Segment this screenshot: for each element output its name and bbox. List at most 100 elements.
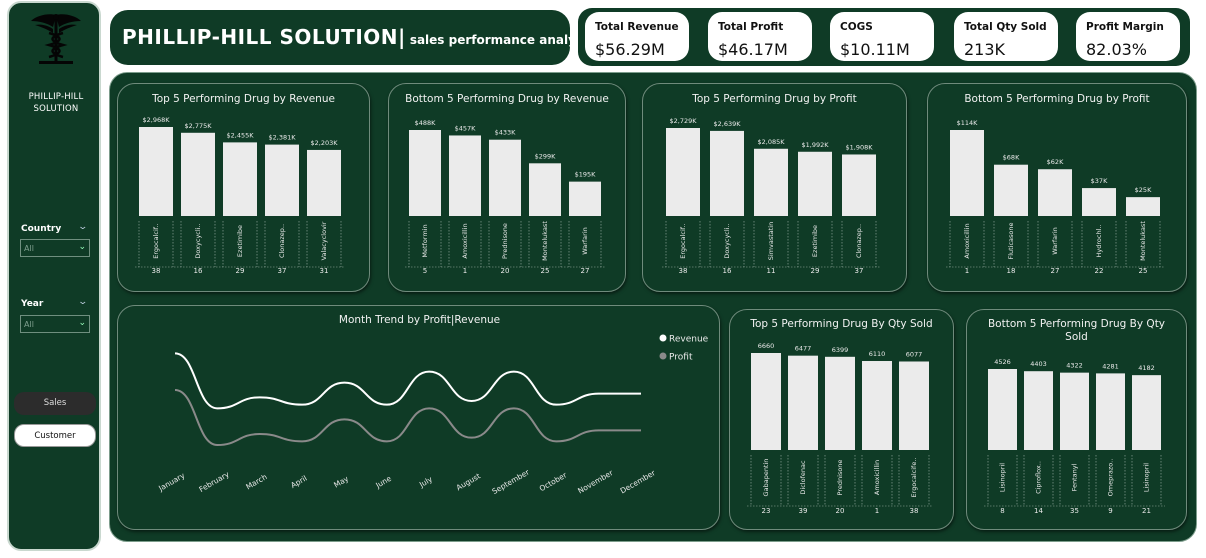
sales-nav-button[interactable]: Sales: [14, 392, 96, 415]
customer-nav-button[interactable]: Customer: [14, 424, 96, 447]
chart-top-qty[interactable]: Top 5 Performing Drug By Qty Sold 6660 Ga…: [729, 309, 954, 530]
kpi-label: Total Profit: [718, 21, 784, 33]
x-tick-label: Warfarin: [581, 227, 589, 255]
year-filter-value: All: [24, 320, 34, 329]
legend-label: Profit: [669, 353, 693, 363]
x-tick-label: Doxycycli..: [194, 223, 202, 258]
x-tick-label: Diclofenac: [799, 460, 807, 495]
bar: [825, 356, 855, 450]
bar: [265, 144, 299, 216]
brand-line-1: PHILLIP-HILL: [28, 92, 84, 102]
line-chart-svg: Revenue Profit January February March April Ma…: [156, 334, 709, 496]
x-tick-code: 20: [836, 507, 845, 515]
x-tick-label: Metformin: [421, 224, 429, 257]
kpi-card-cogs: COGS $10.11M: [830, 12, 934, 61]
data-label: 4322: [1066, 362, 1083, 370]
data-label: 6477: [795, 345, 812, 353]
data-label: $2,639K: [713, 120, 741, 128]
country-filter-select[interactable]: All ⌄: [20, 239, 90, 257]
x-tick-label: March: [244, 472, 269, 491]
bar: [899, 361, 929, 450]
bar: [139, 127, 173, 216]
chart-svg: $2,968K Ergocalcif.. 38 $2,775K Doxycycli.. 1…: [135, 116, 345, 275]
chart-svg: 6660 Gabapentin 23 6477 Diclofenac 39 6399 Pred…: [747, 342, 933, 515]
kpi-card-total-qty-sold: Total Qty Sold 213K: [954, 12, 1058, 61]
data-label: $2,775K: [184, 122, 212, 130]
x-tick-code: 11: [767, 267, 776, 275]
x-tick-code: 21: [1142, 507, 1151, 515]
x-tick-label: Fentanyl: [1071, 463, 1079, 491]
data-label: $299K: [535, 152, 557, 160]
x-tick-label: December: [619, 468, 658, 496]
data-label: $2,729K: [669, 117, 697, 125]
data-label: $1,908K: [845, 143, 873, 151]
chart-svg: $114K Amoxicillin 1 $68K Fluticasone 18 $62K Wa…: [946, 119, 1164, 275]
bar: [1126, 197, 1160, 216]
brand-name: PHILLIP-HILL SOLUTION: [13, 91, 99, 115]
bar: [1132, 375, 1161, 450]
x-tick-label: Amoxicillin: [461, 223, 469, 258]
x-tick-code: 39: [799, 507, 808, 515]
year-filter-select[interactable]: All ⌄: [20, 315, 90, 333]
bar: [862, 361, 892, 450]
chart-bottom-revenue[interactable]: Bottom 5 Performing Drug by Revenue $488…: [388, 83, 626, 292]
kpi-value: 213K: [964, 40, 1006, 59]
kpi-value: $56.29M: [595, 40, 665, 59]
data-label: $2,203K: [310, 139, 338, 147]
x-tick-label: Ezetimibe: [811, 225, 819, 257]
chart-bottom-qty[interactable]: Bottom 5 Performing Drug By Qty Sold 452…: [966, 309, 1187, 530]
x-tick-label: Ezetimibe: [236, 225, 244, 257]
bar: [798, 151, 832, 216]
chart-bottom-profit[interactable]: Bottom 5 Performing Drug by Profit $114K…: [927, 83, 1187, 292]
bar: [666, 128, 700, 216]
header-banner: PHILLIP-HILL SOLUTION| sales performance …: [110, 10, 594, 65]
bar: [489, 139, 521, 216]
x-tick-label: Ergocalcif..: [152, 223, 160, 258]
bar: [223, 142, 257, 216]
data-label: 6399: [832, 346, 849, 354]
chart-svg: 4526 Lisinopril 8 4403 Ciproflox.. 14 4322 Fent…: [984, 358, 1165, 515]
bar: [449, 135, 481, 216]
chart-top-profit[interactable]: Top 5 Performing Drug by Profit $2,729K E…: [642, 83, 907, 292]
data-label: 6110: [869, 350, 886, 358]
x-tick-label: Clonazep..: [278, 224, 286, 258]
x-tick-code: 20: [501, 267, 510, 275]
country-filter-value: All: [24, 244, 34, 253]
data-label: 6660: [758, 342, 775, 350]
kpi-value: $46.17M: [718, 40, 788, 59]
chart-top-revenue[interactable]: Top 5 Performing Drug by Revenue $2,968K…: [117, 83, 370, 292]
chevron-down-icon[interactable]: ⌄: [77, 222, 89, 232]
x-tick-label: Simvastatin: [767, 222, 775, 261]
x-tick-label: Montelukast: [541, 221, 549, 261]
x-tick-label: Lisinopril: [999, 463, 1007, 492]
brand-line-2: SOLUTION: [33, 104, 79, 114]
x-tick-label: Doxycycli..: [723, 223, 731, 258]
data-label: 4403: [1030, 360, 1047, 368]
bar: [788, 355, 818, 450]
x-tick-label: Amoxicillin: [963, 223, 971, 258]
x-tick-code: 25: [541, 267, 550, 275]
chart-svg: $2,729K Ergocalcif.. 38 $2,639K Doxycycli.. 1…: [662, 117, 880, 275]
bar: [529, 163, 561, 216]
kpi-label: Total Qty Sold: [964, 21, 1047, 33]
x-tick-code: 23: [762, 507, 771, 515]
bar: [994, 164, 1028, 216]
data-label: 4182: [1138, 364, 1155, 372]
x-tick-code: 25: [1139, 267, 1148, 275]
chevron-down-icon[interactable]: ⌄: [77, 297, 89, 307]
x-tick-code: 18: [1007, 267, 1016, 275]
x-tick-label: September: [490, 467, 531, 496]
x-tick-label: Gabapentin: [762, 459, 770, 497]
x-tick-label: Ergocalcife..: [910, 458, 918, 498]
x-tick-code: 1: [875, 507, 879, 515]
x-tick-code: 22: [1095, 267, 1104, 275]
chart-title: Top 5 Performing Drug by Revenue: [152, 93, 335, 105]
x-tick-label: Fluticasone: [1007, 222, 1015, 259]
x-tick-label: July: [417, 474, 435, 489]
chart-month-trend[interactable]: Month Trend by Profit|Revenue Revenue Pro…: [117, 305, 720, 530]
bar: [409, 130, 441, 216]
series-line-revenue: [174, 352, 641, 410]
page-title-text: PHILLIP-HILL SOLUTION|: [122, 25, 406, 49]
x-tick-label: Ciproflox..: [1035, 461, 1043, 494]
x-tick-code: 14: [1034, 507, 1043, 515]
